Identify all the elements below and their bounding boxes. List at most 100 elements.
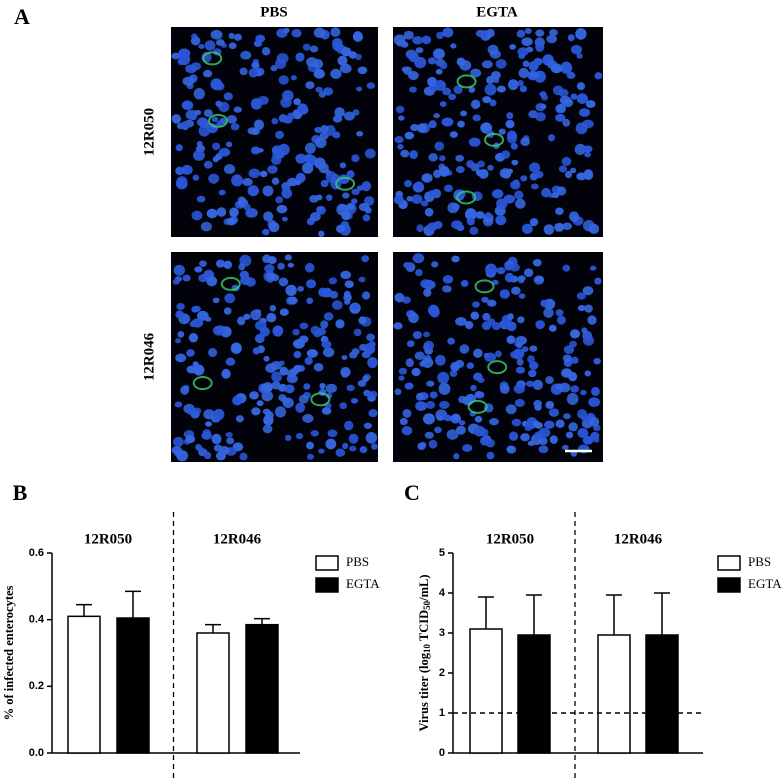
nucleus xyxy=(335,448,346,457)
nucleus xyxy=(278,394,287,402)
nucleus xyxy=(248,68,259,78)
nucleus xyxy=(411,367,421,377)
nucleus xyxy=(257,95,269,105)
nucleus xyxy=(507,313,514,320)
legend-label: PBS xyxy=(748,554,771,569)
nucleus xyxy=(442,87,452,96)
nucleus xyxy=(271,371,282,383)
nucleus xyxy=(222,368,230,376)
column-label: PBS xyxy=(260,4,288,20)
nucleus xyxy=(447,202,459,214)
y-tick-label: 4 xyxy=(439,587,446,599)
nucleus xyxy=(414,351,425,360)
nucleus xyxy=(591,386,600,396)
nucleus xyxy=(341,355,348,360)
nucleus xyxy=(568,211,580,222)
nucleus xyxy=(172,279,180,285)
nucleus xyxy=(191,210,203,221)
nucleus xyxy=(223,164,236,175)
nucleus xyxy=(211,142,221,151)
nucleus xyxy=(330,27,341,37)
nucleus xyxy=(190,33,198,40)
nucleus xyxy=(496,85,506,93)
nucleus xyxy=(215,451,226,461)
nucleus xyxy=(582,435,594,445)
nucleus xyxy=(576,93,588,104)
nucleus xyxy=(500,150,511,159)
nucleus xyxy=(439,155,446,162)
nucleus xyxy=(229,207,239,218)
nucleus xyxy=(254,320,267,331)
y-axis-label-part: TCID xyxy=(417,610,431,644)
nucleus xyxy=(570,167,577,174)
nucleus xyxy=(316,327,327,336)
nucleus xyxy=(328,277,338,285)
nucleus xyxy=(176,176,188,187)
nucleus xyxy=(515,198,526,209)
nucleus xyxy=(415,392,424,401)
nucleus xyxy=(188,333,199,343)
nucleus xyxy=(414,56,427,69)
nucleus xyxy=(298,394,309,404)
nucleus xyxy=(432,48,445,60)
nucleus xyxy=(309,45,319,53)
nucleus xyxy=(344,299,351,305)
nucleus xyxy=(239,67,248,76)
nucleus xyxy=(489,418,499,426)
nucleus xyxy=(340,366,351,378)
nucleus xyxy=(171,114,182,124)
infected-cell xyxy=(456,190,477,205)
nucleus xyxy=(528,361,539,370)
nucleus xyxy=(293,364,302,373)
nucleus xyxy=(281,187,293,199)
nucleus xyxy=(416,224,424,232)
nucleus xyxy=(302,43,311,51)
nucleus xyxy=(576,53,583,59)
nucleus xyxy=(226,217,237,226)
nucleus xyxy=(192,174,200,181)
nucleus xyxy=(191,318,204,328)
nucleus xyxy=(233,106,242,113)
nucleus xyxy=(276,204,288,214)
nucleus xyxy=(547,60,558,70)
row-label: 12R050 xyxy=(141,108,157,156)
nucleus xyxy=(256,400,264,407)
nucleus xyxy=(263,355,270,362)
nucleus xyxy=(271,117,279,125)
nucleus xyxy=(468,86,476,93)
nucleus xyxy=(368,409,378,418)
nucleus xyxy=(263,414,274,426)
nucleus xyxy=(297,285,305,292)
nucleus xyxy=(435,68,443,75)
nucleus xyxy=(410,123,420,132)
y-tick-label: 0.4 xyxy=(29,614,45,626)
nucleus xyxy=(505,404,517,415)
nucleus xyxy=(441,117,454,127)
nucleus xyxy=(510,142,518,150)
nucleus xyxy=(316,205,326,215)
nucleus xyxy=(593,357,601,365)
nucleus xyxy=(450,413,461,422)
nucleus xyxy=(181,100,194,111)
nucleus xyxy=(535,320,545,330)
nucleus xyxy=(442,285,452,293)
nucleus xyxy=(303,383,311,390)
nucleus xyxy=(310,212,321,222)
nucleus xyxy=(423,413,435,425)
nucleus xyxy=(206,208,218,219)
nucleus xyxy=(175,144,183,152)
nucleus xyxy=(546,34,558,44)
nucleus xyxy=(285,284,297,296)
nucleus xyxy=(353,328,362,337)
nucleus xyxy=(239,270,250,279)
nucleus xyxy=(320,124,329,134)
row-label: 12R046 xyxy=(141,332,157,381)
nucleus xyxy=(332,131,341,139)
nucleus xyxy=(439,101,447,107)
nucleus xyxy=(516,29,526,38)
nucleus xyxy=(306,57,318,68)
nucleus xyxy=(458,395,467,404)
nucleus xyxy=(549,29,558,37)
legend-swatch xyxy=(315,577,339,593)
nucleus xyxy=(562,354,572,362)
